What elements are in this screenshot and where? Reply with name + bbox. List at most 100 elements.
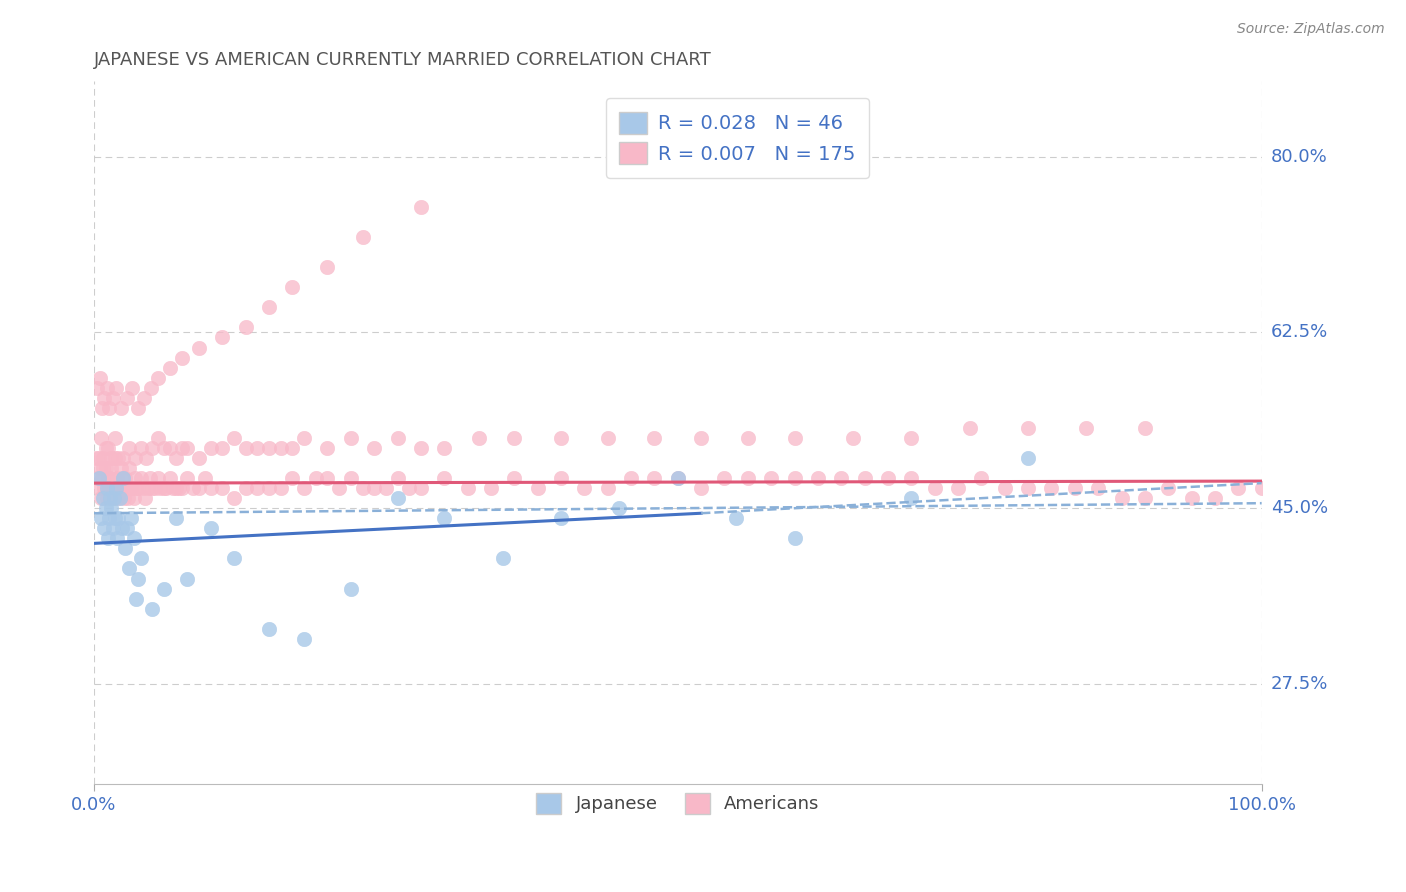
Point	[141, 601, 163, 615]
Point	[1157, 481, 1180, 495]
Point	[108, 491, 131, 505]
Point	[200, 521, 222, 535]
Point	[112, 471, 135, 485]
Point	[124, 471, 146, 485]
Point	[246, 481, 269, 495]
Point	[87, 481, 110, 495]
Point	[93, 521, 115, 535]
Point	[87, 450, 110, 465]
Point	[89, 370, 111, 384]
Point	[246, 441, 269, 455]
Point	[134, 391, 156, 405]
Point	[409, 200, 432, 214]
Point	[643, 471, 665, 485]
Text: Source: ZipAtlas.com: Source: ZipAtlas.com	[1237, 22, 1385, 37]
Point	[127, 401, 149, 415]
Point	[409, 441, 432, 455]
Point	[86, 471, 108, 485]
Point	[105, 381, 128, 395]
Point	[387, 431, 409, 445]
Point	[84, 450, 107, 465]
Point	[159, 360, 181, 375]
Point	[91, 401, 114, 415]
Point	[853, 471, 876, 485]
Point	[118, 561, 141, 575]
Point	[596, 431, 619, 445]
Point	[194, 471, 217, 485]
Point	[281, 441, 304, 455]
Point	[103, 491, 125, 505]
Point	[363, 441, 385, 455]
Point	[103, 481, 125, 495]
Point	[149, 481, 172, 495]
Point	[409, 481, 432, 495]
Point	[1204, 491, 1226, 505]
Point	[122, 491, 145, 505]
Point	[235, 320, 257, 334]
Point	[111, 481, 134, 495]
Point	[257, 441, 280, 455]
Point	[167, 481, 190, 495]
Point	[1227, 481, 1250, 495]
Point	[112, 471, 135, 485]
Point	[115, 521, 138, 535]
Point	[281, 471, 304, 485]
Point	[783, 471, 806, 485]
Point	[211, 481, 233, 495]
Point	[101, 521, 124, 535]
Point	[146, 431, 169, 445]
Point	[90, 511, 112, 525]
Point	[105, 532, 128, 546]
Point	[994, 481, 1017, 495]
Point	[153, 481, 176, 495]
Point	[270, 481, 292, 495]
Point	[159, 441, 181, 455]
Point	[257, 622, 280, 636]
Point	[188, 341, 211, 355]
Point	[107, 491, 129, 505]
Legend: Japanese, Americans: Japanese, Americans	[524, 782, 831, 824]
Point	[170, 481, 193, 495]
Point	[97, 471, 120, 485]
Point	[270, 441, 292, 455]
Point	[96, 481, 118, 495]
Text: JAPANESE VS AMERICAN CURRENTLY MARRIED CORRELATION CHART: JAPANESE VS AMERICAN CURRENTLY MARRIED C…	[94, 51, 711, 69]
Point	[153, 582, 176, 596]
Point	[783, 431, 806, 445]
Point	[121, 381, 143, 395]
Point	[86, 381, 108, 395]
Point	[91, 461, 114, 475]
Point	[1017, 481, 1039, 495]
Point	[200, 481, 222, 495]
Point	[526, 481, 548, 495]
Point	[257, 481, 280, 495]
Point	[211, 330, 233, 344]
Point	[340, 431, 363, 445]
Point	[105, 481, 128, 495]
Point	[94, 441, 117, 455]
Point	[900, 491, 922, 505]
Point	[352, 230, 374, 244]
Point	[153, 441, 176, 455]
Point	[188, 450, 211, 465]
Point	[188, 481, 211, 495]
Point	[316, 471, 339, 485]
Point	[596, 481, 619, 495]
Point	[110, 461, 132, 475]
Point	[127, 572, 149, 586]
Point	[761, 471, 783, 485]
Point	[129, 441, 152, 455]
Point	[374, 481, 396, 495]
Point	[93, 391, 115, 405]
Point	[725, 511, 748, 525]
Point	[89, 461, 111, 475]
Point	[114, 471, 136, 485]
Point	[1133, 421, 1156, 435]
Point	[398, 481, 420, 495]
Point	[737, 431, 759, 445]
Point	[292, 431, 315, 445]
Point	[1063, 481, 1085, 495]
Point	[281, 280, 304, 294]
Point	[105, 471, 128, 485]
Point	[91, 491, 114, 505]
